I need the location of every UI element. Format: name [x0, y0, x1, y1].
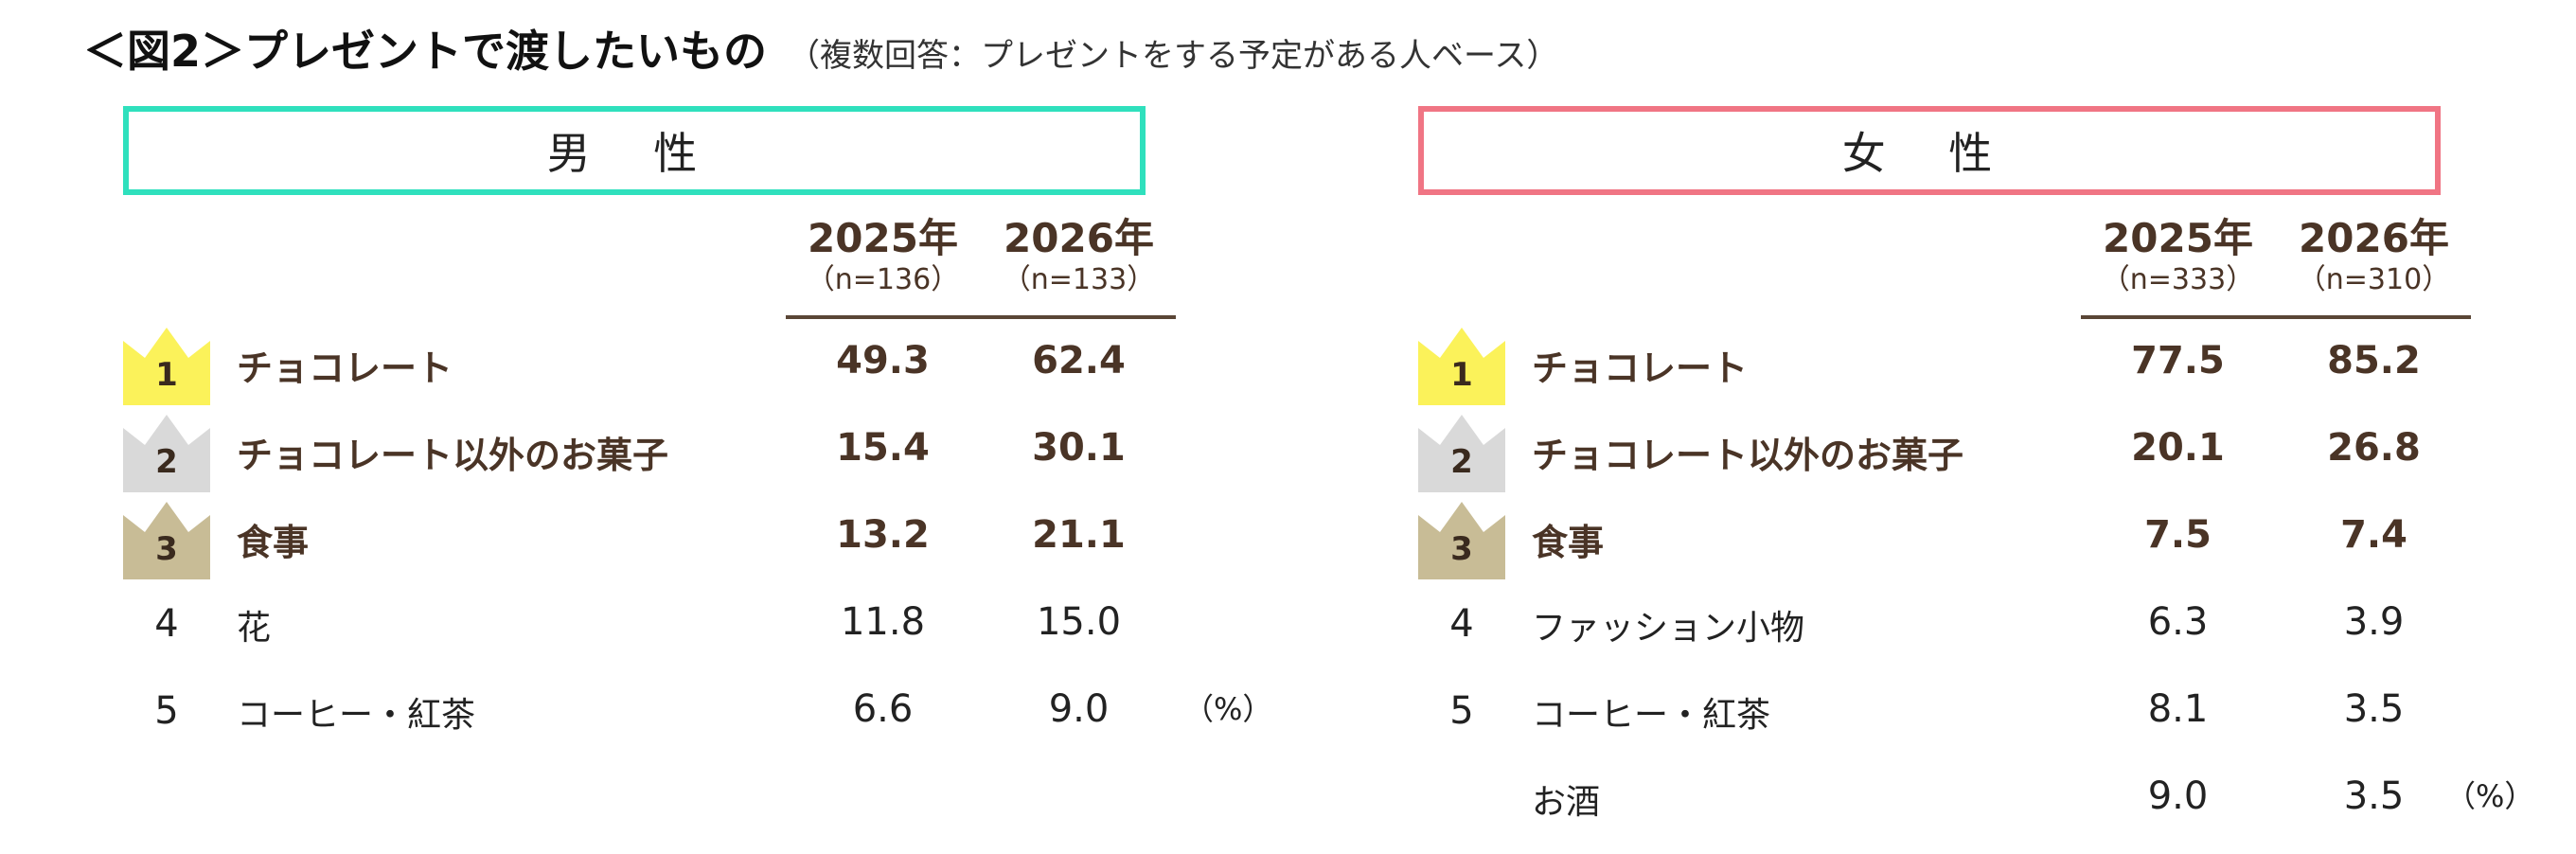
value-2025: 9.0 [2147, 774, 2209, 818]
value-2026: 21.1 [1032, 513, 1126, 557]
bronze-crown-icon: 3 [123, 498, 210, 579]
silver-crown-icon: 2 [1418, 411, 1505, 492]
item-label: 花 [237, 609, 272, 648]
item-label: ファッション小物 [1532, 609, 1805, 648]
header-divider [786, 315, 1176, 319]
value-2025: 15.4 [836, 426, 930, 470]
item-label: チョコレート以外のお菓子 [1532, 435, 1964, 476]
rank-badge: 3 [123, 498, 210, 579]
year-label: 2026年 [1004, 215, 1154, 261]
year-label: 2025年 [2103, 215, 2253, 261]
female-header-box: 女 性 [1418, 106, 2441, 195]
year-label: 2026年 [2299, 215, 2449, 261]
table-row: 5 コーヒー・紅茶 6.6 9.0 （%） [123, 672, 1272, 757]
item-label: コーヒー・紅茶 [1532, 696, 1771, 735]
table-row: 3 食事 13.2 21.1 [123, 498, 1212, 583]
male-header-box: 男 性 [123, 106, 1146, 195]
rank-number: 3 [1450, 530, 1473, 568]
rank-number: 3 [155, 530, 178, 568]
value-2026: 85.2 [2327, 339, 2421, 383]
rank-number: 5 [1449, 689, 1474, 733]
male-year-2025-header: 2025年 （n=136） [786, 215, 980, 298]
value-2025: 13.2 [836, 513, 930, 557]
male-year-2026-header: 2026年 （n=133） [982, 215, 1176, 298]
item-label: 食事 [237, 522, 310, 563]
rank-number: 2 [1450, 443, 1473, 481]
rank-badge: 1 [1418, 324, 1505, 405]
table-row: 5 コーヒー・紅茶 8.1 3.5 [1418, 672, 2507, 757]
value-2026: 7.4 [2340, 513, 2407, 557]
bronze-crown-icon: 3 [1418, 498, 1505, 579]
table-row: 1 チョコレート 49.3 62.4 [123, 324, 1212, 409]
value-2025: 77.5 [2131, 339, 2225, 383]
item-label: チョコレート以外のお菓子 [237, 435, 669, 476]
value-2026: 9.0 [1048, 687, 1110, 731]
value-2026: 62.4 [1032, 339, 1126, 383]
gold-crown-icon: 1 [1418, 324, 1505, 405]
value-2025: 49.3 [836, 339, 930, 383]
figure-title: ＜図2＞プレゼントで渡したいもの （複数回答：プレゼントをする予定がある人ベース… [83, 17, 1558, 85]
rank-badge: 3 [1418, 498, 1505, 579]
silver-crown-icon: 2 [123, 411, 210, 492]
rank-number: 4 [1449, 602, 1474, 646]
female-year-2026-header: 2026年 （n=310） [2277, 215, 2471, 298]
rank-number: 4 [154, 602, 179, 646]
figure-title-sub: （複数回答：プレゼントをする予定がある人ベース） [788, 37, 1559, 75]
male-panel: 男 性 2025年 （n=136） 2026年 （n=133） 1 チョコレート… [123, 106, 1272, 854]
value-2025: 7.5 [2144, 513, 2212, 557]
item-label: お酒 [1532, 783, 1601, 822]
gold-crown-icon: 1 [123, 324, 210, 405]
item-label: チョコレート [237, 347, 453, 389]
value-2025: 8.1 [2147, 687, 2209, 731]
sample-size: （n=310） [2297, 263, 2451, 296]
unit-label: （%） [1183, 691, 1273, 727]
table-row: 4 ファッション小物 6.3 3.9 [1418, 585, 2507, 670]
rank-badge: 2 [123, 411, 210, 492]
unit-label: （%） [2445, 778, 2535, 814]
sample-size: （n=333） [2101, 263, 2255, 296]
value-2026: 30.1 [1032, 426, 1126, 470]
table-row: 2 チョコレート以外のお菓子 15.4 30.1 [123, 411, 1212, 496]
header-divider [2081, 315, 2471, 319]
rank-number: 1 [155, 356, 178, 394]
value-2025: 6.3 [2147, 600, 2209, 644]
value-2026: 3.5 [2343, 687, 2405, 731]
table-row: 4 花 11.8 15.0 [123, 585, 1212, 670]
rank-number: 1 [1450, 356, 1473, 394]
item-label: チョコレート [1532, 347, 1749, 389]
table-row: 2 チョコレート以外のお菓子 20.1 26.8 [1418, 411, 2507, 496]
rank-badge: 2 [1418, 411, 1505, 492]
rank-number: 2 [155, 443, 178, 481]
item-label: 食事 [1532, 522, 1605, 563]
female-panel: 女 性 2025年 （n=333） 2026年 （n=310） 1 チョコレート… [1418, 106, 2534, 854]
value-2026: 15.0 [1036, 600, 1122, 644]
value-2026: 3.9 [2343, 600, 2405, 644]
table-row: 1 チョコレート 77.5 85.2 [1418, 324, 2507, 409]
sample-size: （n=133） [1002, 263, 1156, 296]
sample-size: （n=136） [806, 263, 960, 296]
value-2025: 11.8 [840, 600, 926, 644]
table-row: お酒 9.0 3.5 （%） [1418, 759, 2534, 845]
female-year-2025-header: 2025年 （n=333） [2081, 215, 2275, 298]
value-2026: 3.5 [2343, 774, 2405, 818]
rank-badge: 1 [123, 324, 210, 405]
rank-number: 5 [154, 689, 179, 733]
year-label: 2025年 [808, 215, 958, 261]
value-2025: 6.6 [852, 687, 914, 731]
value-2026: 26.8 [2327, 426, 2421, 470]
figure-title-main: ＜図2＞プレゼントで渡したいもの [83, 26, 768, 77]
table-row: 3 食事 7.5 7.4 [1418, 498, 2507, 583]
value-2025: 20.1 [2131, 426, 2225, 470]
item-label: コーヒー・紅茶 [237, 696, 476, 735]
